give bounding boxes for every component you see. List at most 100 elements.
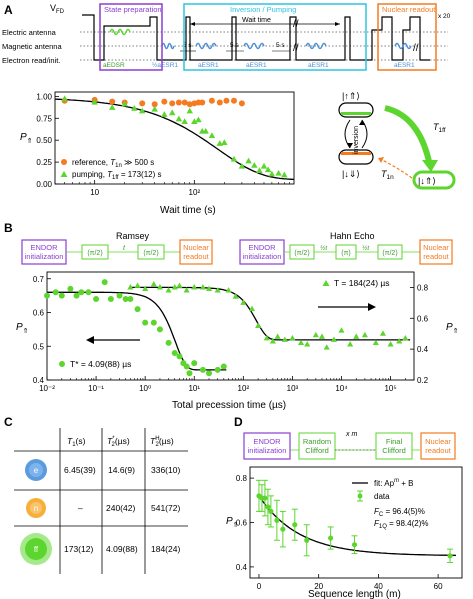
rb-fit-curve bbox=[258, 495, 457, 557]
reference-point bbox=[161, 98, 168, 105]
chart-b-right-ytick-label: 0.8 bbox=[417, 283, 429, 292]
hahn-point bbox=[396, 338, 403, 344]
chart-a-fit-line bbox=[54, 98, 295, 181]
pumping-point bbox=[175, 115, 183, 122]
hahn-point bbox=[134, 282, 141, 288]
hahn-tau-label-2: ½t bbox=[362, 244, 370, 252]
chart-a-frame bbox=[54, 91, 295, 185]
annot-hahn-text: T = 184(24) µs bbox=[334, 278, 390, 288]
table-cell-e-t1: 6.45(39) bbox=[64, 465, 96, 475]
panel-d-sequence: ENDOR initialization Random Clifford x m… bbox=[243, 431, 456, 460]
rb-data-point bbox=[280, 526, 286, 532]
pumping-point bbox=[245, 157, 252, 164]
reference-point bbox=[109, 98, 116, 105]
t1ff-label: T1ff bbox=[433, 122, 446, 134]
ramsey-point bbox=[101, 279, 108, 286]
legend-marker-reference bbox=[61, 159, 67, 165]
hahn-point bbox=[274, 333, 281, 339]
pumping-point bbox=[131, 105, 138, 111]
rb-data-point bbox=[262, 495, 268, 501]
right-axis-arrow-head bbox=[368, 303, 376, 311]
chart-d-marks bbox=[255, 479, 454, 563]
row-label-electron: Electron read/init. bbox=[2, 56, 60, 65]
ramsey-point bbox=[85, 289, 92, 296]
chart-b-xtick-label: 10¹ bbox=[188, 384, 200, 393]
rb-endor-line1: ENDOR bbox=[253, 437, 281, 446]
ramsey-point bbox=[44, 292, 50, 299]
panel-label-d: D bbox=[234, 415, 243, 429]
rb-nuclear-line2: readout bbox=[425, 446, 451, 455]
chart-a-xlabel: Wait time (s) bbox=[160, 205, 216, 216]
t1ff-arrow-head bbox=[422, 160, 438, 172]
panel-label-a: A bbox=[4, 3, 13, 17]
chart-b-right-ytick-label: 0.6 bbox=[417, 314, 429, 323]
hahn-point bbox=[372, 339, 379, 346]
ramsey-point bbox=[122, 296, 129, 302]
ramsey-point bbox=[78, 289, 85, 296]
reference-point bbox=[139, 100, 146, 107]
rb-endor-line2: initialization bbox=[248, 446, 287, 455]
inversion-arrow-right bbox=[361, 119, 368, 149]
ramsey-point bbox=[171, 350, 178, 356]
chart-b-xtick-label: 10⁻¹ bbox=[88, 384, 104, 393]
table-cell-n-t2star: 240(42) bbox=[106, 503, 135, 513]
hahn-pulse-1 bbox=[289, 244, 315, 260]
legend-data-label: data bbox=[374, 492, 390, 501]
pulse-label-esr-3: aESR1 bbox=[308, 62, 329, 69]
repeat-x20-label: x 20 bbox=[438, 13, 451, 20]
hahn-pulse-2 bbox=[335, 244, 357, 260]
electron-icon: e bbox=[25, 459, 47, 481]
ramsey-tau-label: t bbox=[123, 245, 126, 252]
chart-b-right-ytick-label: 0.4 bbox=[417, 345, 429, 354]
rb-nuclear-box bbox=[420, 432, 456, 460]
wait-arrow-head-left bbox=[190, 22, 195, 26]
hahn-point bbox=[338, 327, 345, 333]
annot-ramsey-marker bbox=[59, 361, 65, 367]
ramsey-point bbox=[142, 319, 149, 326]
chart-d-fit-line bbox=[258, 495, 457, 557]
pulse-label-edsr: aEDSR bbox=[103, 62, 125, 69]
row-label-electric: Electric antenna bbox=[2, 28, 57, 37]
pumping-point bbox=[121, 100, 128, 107]
hahn-nuclear-line2: readout bbox=[423, 252, 449, 261]
table-cell-ff-t2h: 184(24) bbox=[151, 544, 180, 554]
box-state-preparation bbox=[99, 3, 163, 71]
hahn-point bbox=[289, 334, 296, 341]
ramsey-point bbox=[58, 292, 65, 299]
ramsey-pulse-2 bbox=[137, 244, 165, 260]
inversion-arrow-head-1 bbox=[347, 143, 353, 148]
pulse-label-esr-1: aESR1 bbox=[198, 62, 219, 69]
hahn-point bbox=[347, 341, 354, 347]
table-cell-e-t2h: 336(10) bbox=[151, 465, 180, 475]
t1n-arrow-head bbox=[378, 157, 384, 163]
reference-point bbox=[175, 99, 182, 106]
hahn-point bbox=[323, 344, 330, 350]
fc-annotation: FC = 96.4(5)% bbox=[374, 507, 425, 518]
hahn-point bbox=[176, 282, 183, 288]
hahn-pulse-1-label: (π/2) bbox=[294, 250, 309, 257]
chart-b-xtick-label: 10⁻² bbox=[39, 384, 55, 393]
esr-pulse-wave-2 bbox=[243, 42, 265, 50]
panel-c-table: T1(s) T* 2(µs) TH 2(µs) e n ff 6.45(39) 14… bbox=[14, 428, 188, 574]
hahn-point bbox=[127, 284, 134, 290]
ramsey-point bbox=[165, 339, 172, 346]
hahn-pulse-2-label: (π) bbox=[341, 250, 351, 257]
ramsey-point bbox=[127, 296, 134, 302]
chart-d-xtick-label: 40 bbox=[374, 582, 383, 591]
ramsey-point bbox=[206, 370, 213, 377]
pumping-point bbox=[281, 171, 288, 178]
ramsey-point bbox=[67, 285, 74, 292]
pumping-point bbox=[264, 166, 272, 173]
pumping-point bbox=[161, 111, 168, 117]
rb-final-line1: Final bbox=[386, 437, 403, 446]
table-cell-ff-t1: 173(12) bbox=[64, 544, 93, 554]
chart-b-left-ytick-label: 0.7 bbox=[33, 275, 45, 284]
hahn-point bbox=[225, 287, 232, 293]
legend-label-pumping: pumping, T1ff = 173(12) s bbox=[72, 170, 162, 181]
svg-text:ff: ff bbox=[34, 545, 39, 554]
state-right-label: |↓⇑⟩ bbox=[418, 176, 436, 186]
chart-b-xtick-label: 10⁴ bbox=[335, 384, 348, 393]
box-title-inversion-pumping: Inversion / Pumping bbox=[230, 5, 296, 14]
panel-a-state-diagram: |↑⇑⟩ |↓⇓⟩ inversion |↓⇑⟩ T1ff T1n bbox=[338, 91, 456, 190]
